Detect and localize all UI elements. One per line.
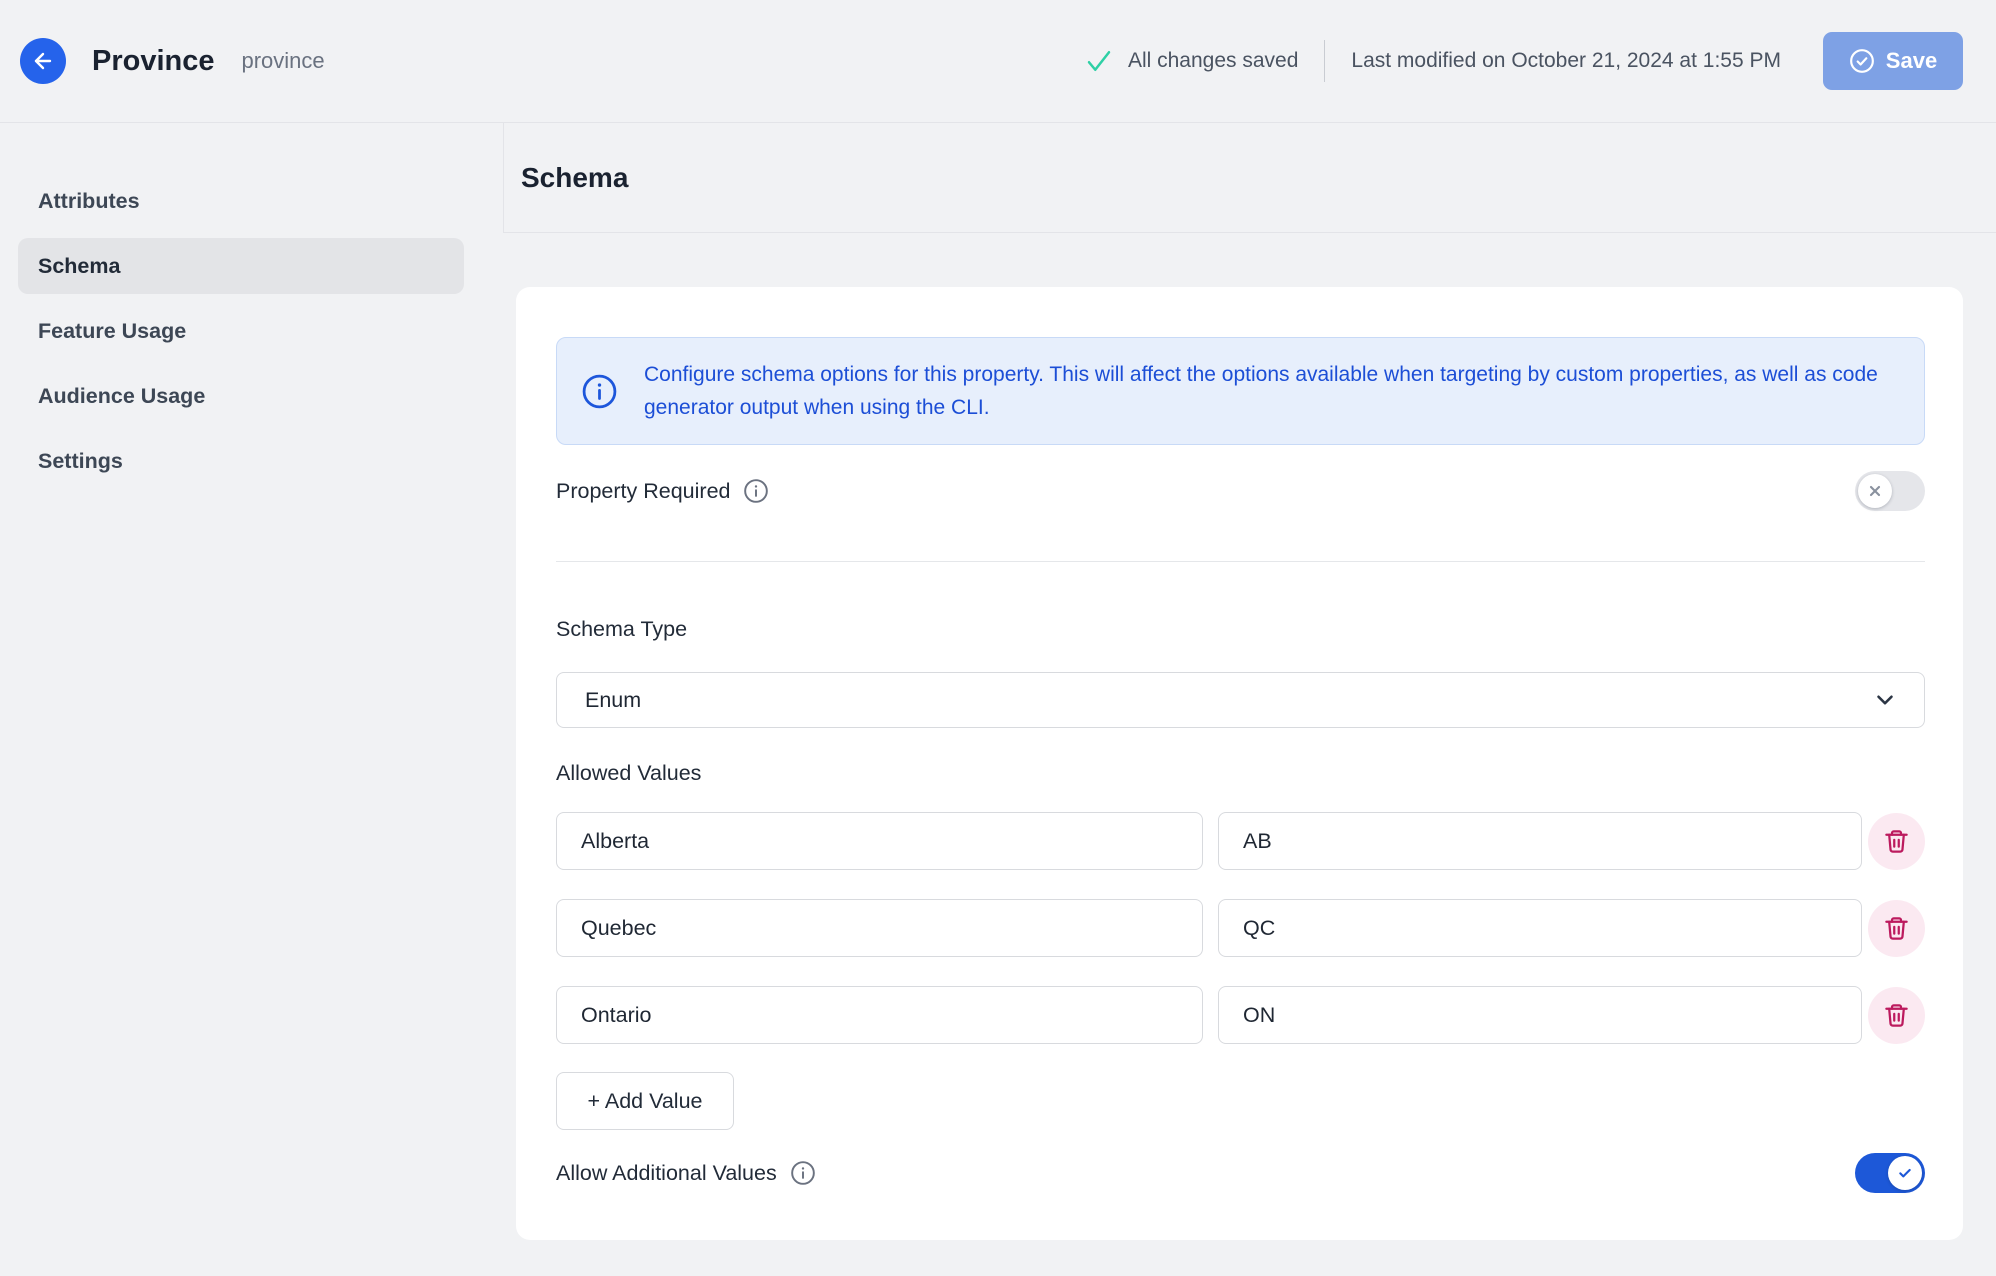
delete-value-button[interactable] (1868, 986, 1925, 1044)
allow-additional-values-label: Allow Additional Values (556, 1160, 777, 1185)
sidebar-item-label: Feature Usage (38, 318, 187, 343)
last-modified-text: Last modified on October 21, 2024 at 1:5… (1351, 49, 1781, 72)
sidebar-item-attributes[interactable]: Attributes (18, 173, 464, 229)
schema-type-select[interactable]: Enum (556, 672, 1925, 728)
value-code-input[interactable] (1218, 812, 1862, 870)
property-required-row: Property Required (556, 455, 1925, 527)
info-icon (581, 373, 618, 410)
sidebar-item-label: Audience Usage (38, 383, 206, 408)
value-name-input[interactable] (556, 986, 1203, 1044)
save-button[interactable]: Save (1823, 32, 1963, 90)
header-bar: Province province All changes saved Last… (0, 0, 1996, 123)
page-header-title: Province (92, 44, 215, 77)
sidebar-item-label: Schema (38, 253, 121, 278)
header-divider (1324, 40, 1326, 82)
save-status-text: All changes saved (1127, 49, 1299, 72)
schema-type-label: Schema Type (556, 617, 688, 641)
allowed-value-row (556, 899, 1925, 957)
allow-additional-values-toggle[interactable] (1855, 1153, 1925, 1193)
save-button-label: Save (1885, 48, 1938, 73)
sidebar-item-label: Attributes (38, 188, 140, 213)
allowed-values-label: Allowed Values (556, 761, 702, 785)
sidebar-item-schema[interactable]: Schema (18, 238, 464, 294)
info-banner-text: Configure schema options for this proper… (644, 363, 1878, 419)
schema-settings-card: Configure schema options for this proper… (516, 287, 1963, 1240)
add-value-button[interactable]: + Add Value (556, 1072, 734, 1130)
value-code-input[interactable] (1218, 986, 1862, 1044)
trash-icon (1883, 1002, 1910, 1029)
toggle-knob-check-icon (1888, 1156, 1922, 1190)
allowed-value-row (556, 986, 1925, 1044)
arrow-left-icon (31, 49, 55, 73)
value-code-input[interactable] (1218, 899, 1862, 957)
sidebar-nav: Attributes Schema Feature Usage Audience… (0, 123, 503, 1276)
trash-icon (1883, 828, 1910, 855)
section-divider (556, 561, 1925, 562)
allow-additional-values-row: Allow Additional Values (556, 1143, 1925, 1203)
allowed-value-row (556, 812, 1925, 870)
page-title: Schema (521, 161, 629, 193)
property-required-label: Property Required (556, 478, 731, 503)
circle-check-icon (1849, 48, 1875, 74)
sidebar-item-audience-usage[interactable]: Audience Usage (18, 368, 464, 424)
value-name-input[interactable] (556, 812, 1203, 870)
chevron-down-icon (1872, 687, 1898, 713)
info-icon[interactable] (790, 1160, 816, 1186)
back-button[interactable] (20, 38, 66, 84)
trash-icon (1883, 915, 1910, 942)
schema-type-value: Enum (585, 687, 642, 712)
delete-value-button[interactable] (1868, 812, 1925, 870)
sidebar-item-feature-usage[interactable]: Feature Usage (18, 303, 464, 359)
property-required-toggle[interactable] (1855, 471, 1925, 511)
delete-value-button[interactable] (1868, 899, 1925, 957)
content-title-band: Schema (503, 123, 1996, 233)
toggle-knob-x-icon (1858, 474, 1892, 508)
sidebar-item-settings[interactable]: Settings (18, 433, 464, 489)
check-icon (1084, 46, 1114, 76)
info-icon[interactable] (743, 478, 769, 504)
value-name-input[interactable] (556, 899, 1203, 957)
info-banner: Configure schema options for this proper… (556, 337, 1925, 445)
page-header-subtitle: province (241, 48, 325, 73)
sidebar-item-label: Settings (38, 448, 123, 473)
